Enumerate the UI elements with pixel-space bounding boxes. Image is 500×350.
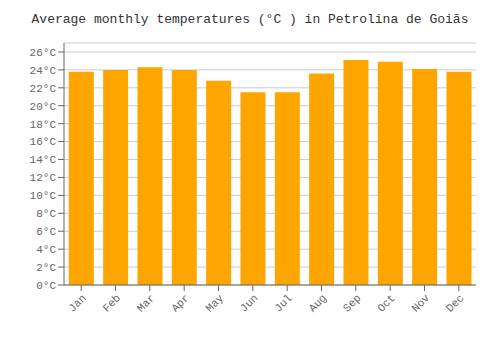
svg-text:26°C: 26°C	[30, 47, 57, 59]
svg-text:22°C: 22°C	[30, 83, 57, 95]
svg-text:6°C: 6°C	[36, 226, 56, 238]
svg-text:4°C: 4°C	[36, 244, 56, 256]
svg-text:10°C: 10°C	[30, 190, 57, 202]
svg-text:Sep: Sep	[341, 292, 363, 314]
svg-text:Dec: Dec	[444, 292, 466, 314]
svg-text:May: May	[204, 292, 227, 315]
svg-text:Mar: Mar	[135, 292, 157, 314]
svg-text:Feb: Feb	[101, 292, 123, 314]
svg-text:Jan: Jan	[66, 292, 88, 314]
svg-text:Jun: Jun	[238, 292, 260, 314]
svg-text:24°C: 24°C	[30, 65, 57, 77]
svg-text:Aug: Aug	[307, 292, 329, 314]
svg-text:Apr: Apr	[169, 292, 191, 314]
svg-text:Jul: Jul	[272, 292, 294, 314]
svg-text:0°C: 0°C	[36, 280, 56, 292]
svg-text:Nov: Nov	[410, 292, 433, 315]
svg-text:18°C: 18°C	[30, 119, 57, 131]
svg-text:20°C: 20°C	[30, 101, 57, 113]
html-text:Average monthly temperatures (: Average monthly temperatures (°C ) in Pe…	[31, 12, 469, 27]
svg-text:14°C: 14°C	[30, 154, 57, 166]
svg-text:2°C: 2°C	[36, 262, 56, 274]
svg-text:8°C: 8°C	[36, 208, 56, 220]
svg-text:12°C: 12°C	[30, 172, 57, 184]
svg-text:Oct: Oct	[375, 292, 397, 314]
svg-text:16°C: 16°C	[30, 136, 57, 148]
